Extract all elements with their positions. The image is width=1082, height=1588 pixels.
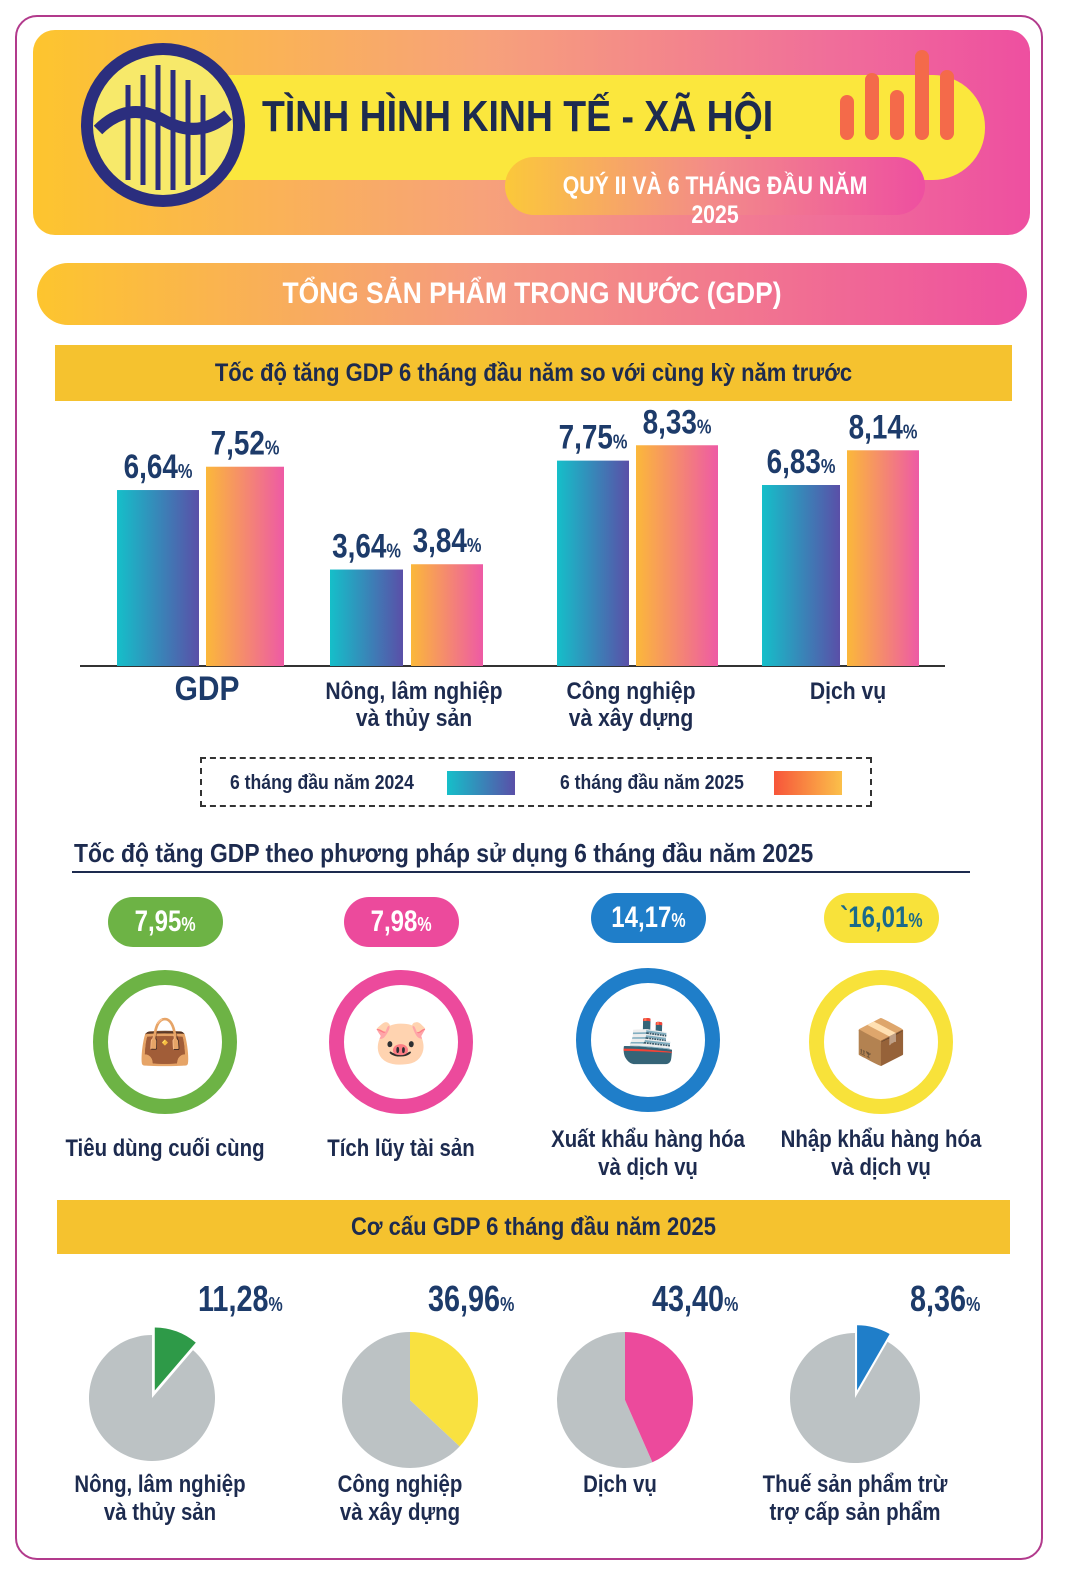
bar-value-label: 8,14%	[849, 408, 918, 446]
pie-slice-2	[625, 1332, 693, 1463]
category-line: và thủy sản	[355, 705, 473, 732]
category-label-3: Dịch vụ	[734, 678, 963, 705]
bar-chart-icon	[840, 50, 954, 140]
growth-value: 7,95%	[135, 905, 196, 938]
pie-value-0: 11,28%	[198, 1278, 283, 1319]
gso-logo	[81, 43, 245, 207]
pie-slice-3	[857, 1325, 890, 1391]
pie-label-line: trợ cấp sản phẩm	[769, 1499, 941, 1526]
piggy-bank-icon: 🐷	[373, 1018, 429, 1067]
pie-rest-slice	[790, 1333, 921, 1463]
category-label-1: Nông, lâm nghiệp và thủy sản	[300, 678, 529, 732]
bar-2025-1	[411, 564, 483, 666]
subtitle-pill	[505, 157, 925, 215]
legend-swatch-2025	[774, 771, 842, 795]
legend-label-2024: 6 tháng đầu năm 2024	[230, 772, 414, 794]
growth-pill-3: `16,01%	[824, 893, 939, 943]
growth-value: 7,98%	[371, 905, 432, 938]
pie-rest-slice	[342, 1332, 460, 1468]
bar-chart-title-bar: Tốc độ tăng GDP 6 tháng đầu năm so với c…	[55, 345, 1012, 401]
bar-value-label: 7,52%	[211, 424, 280, 462]
pie-label-line: và thủy sản	[103, 1499, 217, 1526]
cargo-ship-icon: 🚢	[620, 1016, 676, 1065]
pie-label-line: Dịch vụ	[583, 1471, 657, 1498]
usage-label-1: Tích lũy tài sản	[327, 1135, 475, 1162]
bar-value-label: 3,84%	[413, 522, 482, 560]
bar-value-label: 3,64%	[332, 527, 401, 565]
pie-slice-1	[410, 1332, 479, 1447]
section-title: TỔNG SẢN PHẨM TRONG NƯỚC (GDP)	[282, 277, 782, 310]
pie-label-line: và xây dựng	[339, 1499, 461, 1526]
scale-boxes-icon: 📦	[853, 1018, 909, 1067]
pie-value-3: 8,36%	[910, 1278, 981, 1319]
ring-1: 🐷	[329, 970, 473, 1114]
ring-2: 🚢	[576, 968, 720, 1112]
pie-label-line: Nông, lâm nghiệp	[74, 1471, 246, 1498]
page-frame	[15, 15, 1043, 1560]
shopping-bag-icon: 👜	[137, 1018, 193, 1067]
pie-value-2: 43,40%	[652, 1278, 739, 1319]
growth-pill-2: 14,17%	[591, 893, 706, 943]
bar-2024-1	[330, 569, 403, 666]
pie-rest-slice	[89, 1335, 216, 1461]
bar-chart-title: Tốc độ tăng GDP 6 tháng đầu năm so với c…	[214, 359, 853, 387]
pie-value-1: 36,96%	[428, 1278, 515, 1319]
growth-pill-0: 7,95%	[108, 897, 223, 947]
page-title: TÌNH HÌNH KINH TẾ - XÃ HỘI	[262, 92, 774, 141]
usage-label-0: Tiêu dùng cuối cùng	[65, 1135, 265, 1162]
pie-label-1: Công nghiệp và xây dựng	[298, 1471, 502, 1527]
ring-3: 📦	[809, 970, 953, 1114]
growth-pill-1: 7,98%	[344, 897, 459, 947]
bar-2025-3	[847, 450, 919, 666]
bar-2024-2	[557, 460, 629, 666]
bar-value-label: 6,83%	[767, 442, 836, 480]
pie-label-line: Thuế sản phẩm trừ	[762, 1471, 948, 1498]
category-label-0: GDP	[93, 670, 322, 708]
bar-2025-0	[206, 466, 284, 666]
bar-value-label: 6,64%	[124, 447, 193, 485]
legend-label-2025: 6 tháng đầu năm 2025	[560, 772, 744, 794]
pie-section-title-bar: Cơ cấu GDP 6 tháng đầu năm 2025	[57, 1200, 1010, 1254]
category-line: Công nghiệp	[566, 678, 696, 705]
ring-0: 👜	[93, 970, 237, 1114]
usage-method-title: Tốc độ tăng GDP theo phương pháp sử dụng…	[74, 838, 814, 868]
bar-value-label: 7,75%	[559, 418, 628, 456]
pie-charts	[89, 1325, 921, 1468]
category-line: và xây dựng	[568, 705, 694, 732]
usage-label-2: Xuất khẩu hàng hóa và dịch vụ	[551, 1126, 745, 1181]
divider	[72, 871, 970, 873]
growth-value: 14,17%	[611, 901, 686, 934]
legend-swatch-2024	[447, 771, 515, 795]
usage-label-3: Nhập khẩu hàng hóa và dịch vụ	[780, 1126, 982, 1181]
page-subtitle: QUÝ II VÀ 6 THÁNG ĐẦU NĂM 2025	[562, 172, 868, 229]
pie-slice-0	[154, 1327, 196, 1391]
category-line: GDP	[174, 670, 240, 708]
bar-value-label: 8,33%	[643, 403, 712, 441]
bar-2024-3	[762, 485, 840, 666]
pie-label-line: Công nghiệp	[337, 1471, 463, 1498]
legend: 6 tháng đầu năm 2024 6 tháng đầu năm 202…	[200, 757, 872, 807]
bar-chart: 6,64% 3,64% 7,75% 6,83% 7,52% 3,84% 8,33% 8,14%	[80, 403, 945, 667]
section-header: TỔNG SẢN PHẨM TRONG NƯỚC (GDP)	[37, 263, 1027, 325]
bar-2024-0	[117, 490, 199, 666]
pie-rest-slice	[557, 1332, 653, 1468]
pie-label-2: Dịch vụ	[518, 1471, 722, 1499]
pie-label-3: Thuế sản phẩm trừ trợ cấp sản phẩm	[753, 1471, 957, 1527]
pie-section-title: Cơ cấu GDP 6 tháng đầu năm 2025	[351, 1213, 716, 1241]
bar-2025-2	[636, 445, 718, 666]
category-line: Nông, lâm nghiệp	[325, 678, 503, 705]
category-label-2: Công nghiệp và xây dựng	[517, 678, 746, 732]
pie-label-0: Nông, lâm nghiệp và thủy sản	[58, 1471, 262, 1527]
category-line: Dịch vụ	[809, 678, 887, 705]
growth-value: `16,01%	[840, 901, 923, 934]
